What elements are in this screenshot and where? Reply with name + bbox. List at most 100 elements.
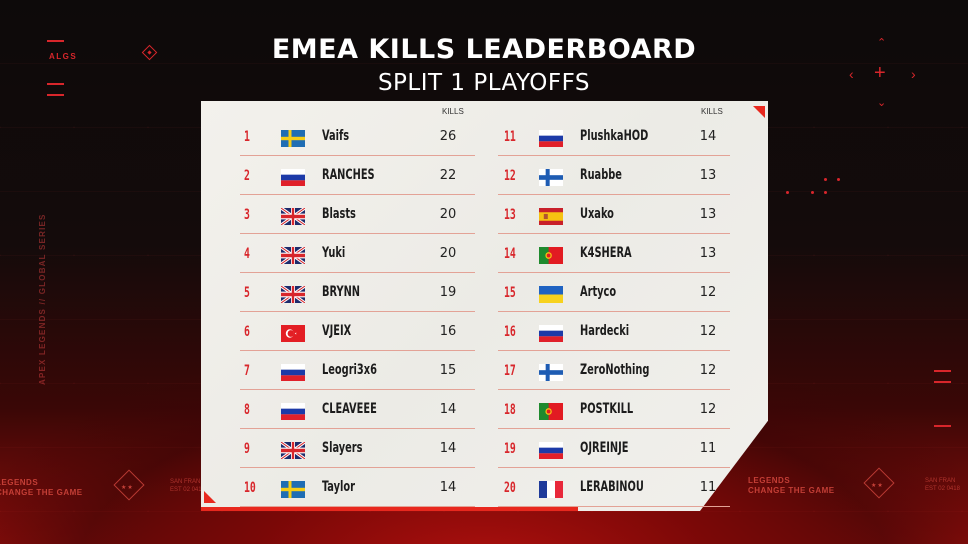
decor-dash bbox=[47, 83, 64, 85]
emblem-stars: ★★ bbox=[121, 485, 134, 491]
player-name: Yuki bbox=[322, 245, 346, 261]
rank-number: 11 bbox=[504, 129, 516, 145]
leaderboard-row: 14 K4SHERA 13 bbox=[498, 234, 730, 273]
decor-dash bbox=[934, 425, 951, 427]
leaderboard-row: 12 Ruabbe 13 bbox=[498, 156, 730, 195]
rank-number: 9 bbox=[244, 441, 250, 457]
leaderboard-row: 16 Hardecki 12 bbox=[498, 312, 730, 351]
chevron-down-icon: ⌄ bbox=[877, 97, 887, 109]
kill-count: 12 bbox=[699, 363, 717, 378]
rank-number: 7 bbox=[244, 363, 250, 379]
player-name: Vaifs bbox=[322, 128, 350, 144]
rank-number: 3 bbox=[244, 207, 250, 223]
kill-count: 13 bbox=[699, 246, 717, 261]
corner-accent bbox=[753, 106, 765, 118]
kills-column-header: KILLS bbox=[701, 107, 723, 116]
kill-count: 12 bbox=[699, 402, 717, 417]
player-name: OJREINJE bbox=[580, 440, 629, 456]
rank-number: 8 bbox=[244, 402, 250, 418]
portugal-flag-icon bbox=[539, 403, 563, 420]
footer-slogan-left: LEGENDS CHANGE THE GAME bbox=[0, 478, 83, 498]
player-name: ZeroNothing bbox=[580, 362, 650, 378]
player-name: POSTKILL bbox=[580, 401, 634, 417]
leaderboard-row: 11 PlushkaHOD 14 bbox=[498, 117, 730, 156]
sweden-flag-icon bbox=[281, 130, 305, 147]
chevron-right-icon: › bbox=[911, 66, 916, 82]
leaderboard-row: 4 Yuki 20 bbox=[240, 234, 475, 273]
leaderboard-row: 15 Artyco 12 bbox=[498, 273, 730, 312]
kill-count: 12 bbox=[699, 285, 717, 300]
footer-line: LEGENDS bbox=[0, 478, 39, 487]
footer-line: SAN FRAN bbox=[925, 478, 956, 484]
rank-number: 5 bbox=[244, 285, 250, 301]
kill-count: 14 bbox=[439, 441, 457, 456]
kill-count: 13 bbox=[699, 168, 717, 183]
leaderboard-row: 13 Uxako 13 bbox=[498, 195, 730, 234]
player-name: Hardecki bbox=[580, 323, 630, 339]
decor-dash bbox=[934, 370, 951, 372]
rank-number: 18 bbox=[504, 402, 516, 418]
russia-flag-icon bbox=[539, 325, 563, 342]
uk-flag-icon bbox=[281, 286, 305, 303]
uk-flag-icon bbox=[281, 247, 305, 264]
rank-number: 4 bbox=[244, 246, 250, 262]
player-name: Leogri3x6 bbox=[322, 362, 377, 378]
kill-count: 22 bbox=[439, 168, 457, 183]
player-name: BRYNN bbox=[322, 284, 361, 300]
footer-city-left: SAN FRAN EST 02 0418 bbox=[170, 478, 205, 494]
leaderboard-row: 8 CLEAVEEE 14 bbox=[240, 390, 475, 429]
rank-number: 14 bbox=[504, 246, 516, 262]
player-name: Artyco bbox=[580, 284, 617, 300]
leaderboard-row: 19 OJREINJE 11 bbox=[498, 429, 730, 468]
player-name: CLEAVEEE bbox=[322, 401, 377, 417]
player-name: PlushkaHOD bbox=[580, 128, 649, 144]
kill-count: 14 bbox=[699, 129, 717, 144]
leaderboard-row: 2 RANCHES 22 bbox=[240, 156, 475, 195]
chevron-up-icon: ⌃ bbox=[877, 37, 887, 49]
finland-flag-icon bbox=[539, 364, 563, 381]
corner-accent bbox=[204, 491, 216, 503]
kill-count: 16 bbox=[439, 324, 457, 339]
leaderboard-row: 20 LERABINOU 11 bbox=[498, 468, 730, 507]
leaderboard-row: 1 Vaifs 26 bbox=[240, 117, 475, 156]
kill-count: 15 bbox=[439, 363, 457, 378]
leaderboard-row: 7 Leogri3x6 15 bbox=[240, 351, 475, 390]
leaderboard-row: 18 POSTKILL 12 bbox=[498, 390, 730, 429]
player-name: K4SHERA bbox=[580, 245, 632, 261]
footer-line: CHANGE THE GAME bbox=[748, 486, 835, 495]
player-name: Ruabbe bbox=[580, 167, 622, 183]
russia-flag-icon bbox=[281, 364, 305, 381]
kill-count: 11 bbox=[699, 480, 717, 495]
footer-slogan-right: LEGENDS CHANGE THE GAME bbox=[748, 476, 835, 496]
russia-flag-icon bbox=[539, 130, 563, 147]
decor-dash bbox=[47, 40, 64, 42]
emblem-stars: ★★ bbox=[871, 483, 884, 489]
turkey-flag-icon bbox=[281, 325, 305, 342]
rank-number: 10 bbox=[244, 480, 256, 496]
rank-number: 13 bbox=[504, 207, 516, 223]
spain-flag-icon bbox=[539, 208, 563, 225]
kill-count: 20 bbox=[439, 246, 457, 261]
plus-icon: + bbox=[874, 62, 886, 84]
footer-line: SAN FRAN bbox=[170, 479, 201, 485]
page-title: EMEA KILLS LEADERBOARD bbox=[271, 34, 697, 65]
decor-dash bbox=[934, 381, 951, 383]
footer-line: EST 02 0418 bbox=[170, 487, 205, 493]
kill-count: 19 bbox=[439, 285, 457, 300]
kill-count: 12 bbox=[699, 324, 717, 339]
page-subtitle: SPLIT 1 PLAYOFFS bbox=[377, 70, 591, 96]
rank-number: 17 bbox=[504, 363, 516, 379]
portugal-flag-icon bbox=[539, 247, 563, 264]
rank-number: 1 bbox=[244, 129, 250, 145]
leaderboard-row: 17 ZeroNothing 12 bbox=[498, 351, 730, 390]
rank-number: 6 bbox=[244, 324, 250, 340]
rank-number: 16 bbox=[504, 324, 516, 340]
decor-dot bbox=[811, 191, 814, 194]
russia-flag-icon bbox=[539, 442, 563, 459]
leaderboard-row: 6 VJEIX 16 bbox=[240, 312, 475, 351]
sweden-flag-icon bbox=[281, 481, 305, 498]
player-name: Uxako bbox=[580, 206, 614, 222]
chevron-left-icon: ‹ bbox=[849, 66, 854, 82]
kills-column-header: KILLS bbox=[442, 107, 464, 116]
uk-flag-icon bbox=[281, 208, 305, 225]
